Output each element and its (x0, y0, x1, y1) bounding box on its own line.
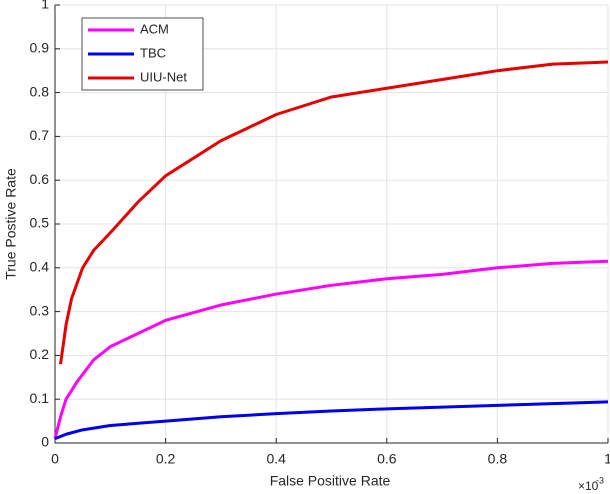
y-tick-label: 0.8 (30, 83, 50, 99)
x-tick-label: 0.8 (488, 451, 508, 467)
line (53, 259, 609, 439)
x-tick-label: 0.6 (377, 451, 397, 467)
y-tick-label: 0.5 (30, 215, 50, 231)
y-tick-label: 0.6 (30, 171, 50, 187)
x-multiplier-base: ×10 (578, 479, 599, 493)
x-tick-label: 0 (51, 451, 59, 467)
legend-label: ACM (140, 21, 169, 36)
line (59, 60, 609, 365)
x-tick-label: 1 (604, 451, 610, 467)
line (54, 400, 609, 441)
x-multiplier-exponent: -3 (596, 475, 604, 485)
x-axis-label: False Positive Rate (270, 473, 391, 489)
axes (54, 5, 608, 444)
y-axis-label: True Postive Rate (3, 168, 19, 280)
y-tick-label: 1 (41, 0, 49, 12)
y-tick-label: 0.3 (30, 302, 50, 318)
x-tick-label: 0.2 (156, 451, 176, 467)
y-tick-label: 0.9 (30, 40, 50, 56)
y-tick-label: 0.1 (30, 390, 50, 406)
y-tick-label: 0.4 (30, 259, 50, 275)
y-tick-label: 0 (41, 434, 49, 450)
legend-label: TBC (140, 45, 166, 60)
x-tick-label: 0.4 (266, 451, 286, 467)
legend-label: UIU-Net (140, 69, 187, 84)
y-tick-label: 0.2 (30, 346, 50, 362)
y-tick-label: 0.7 (30, 127, 50, 143)
